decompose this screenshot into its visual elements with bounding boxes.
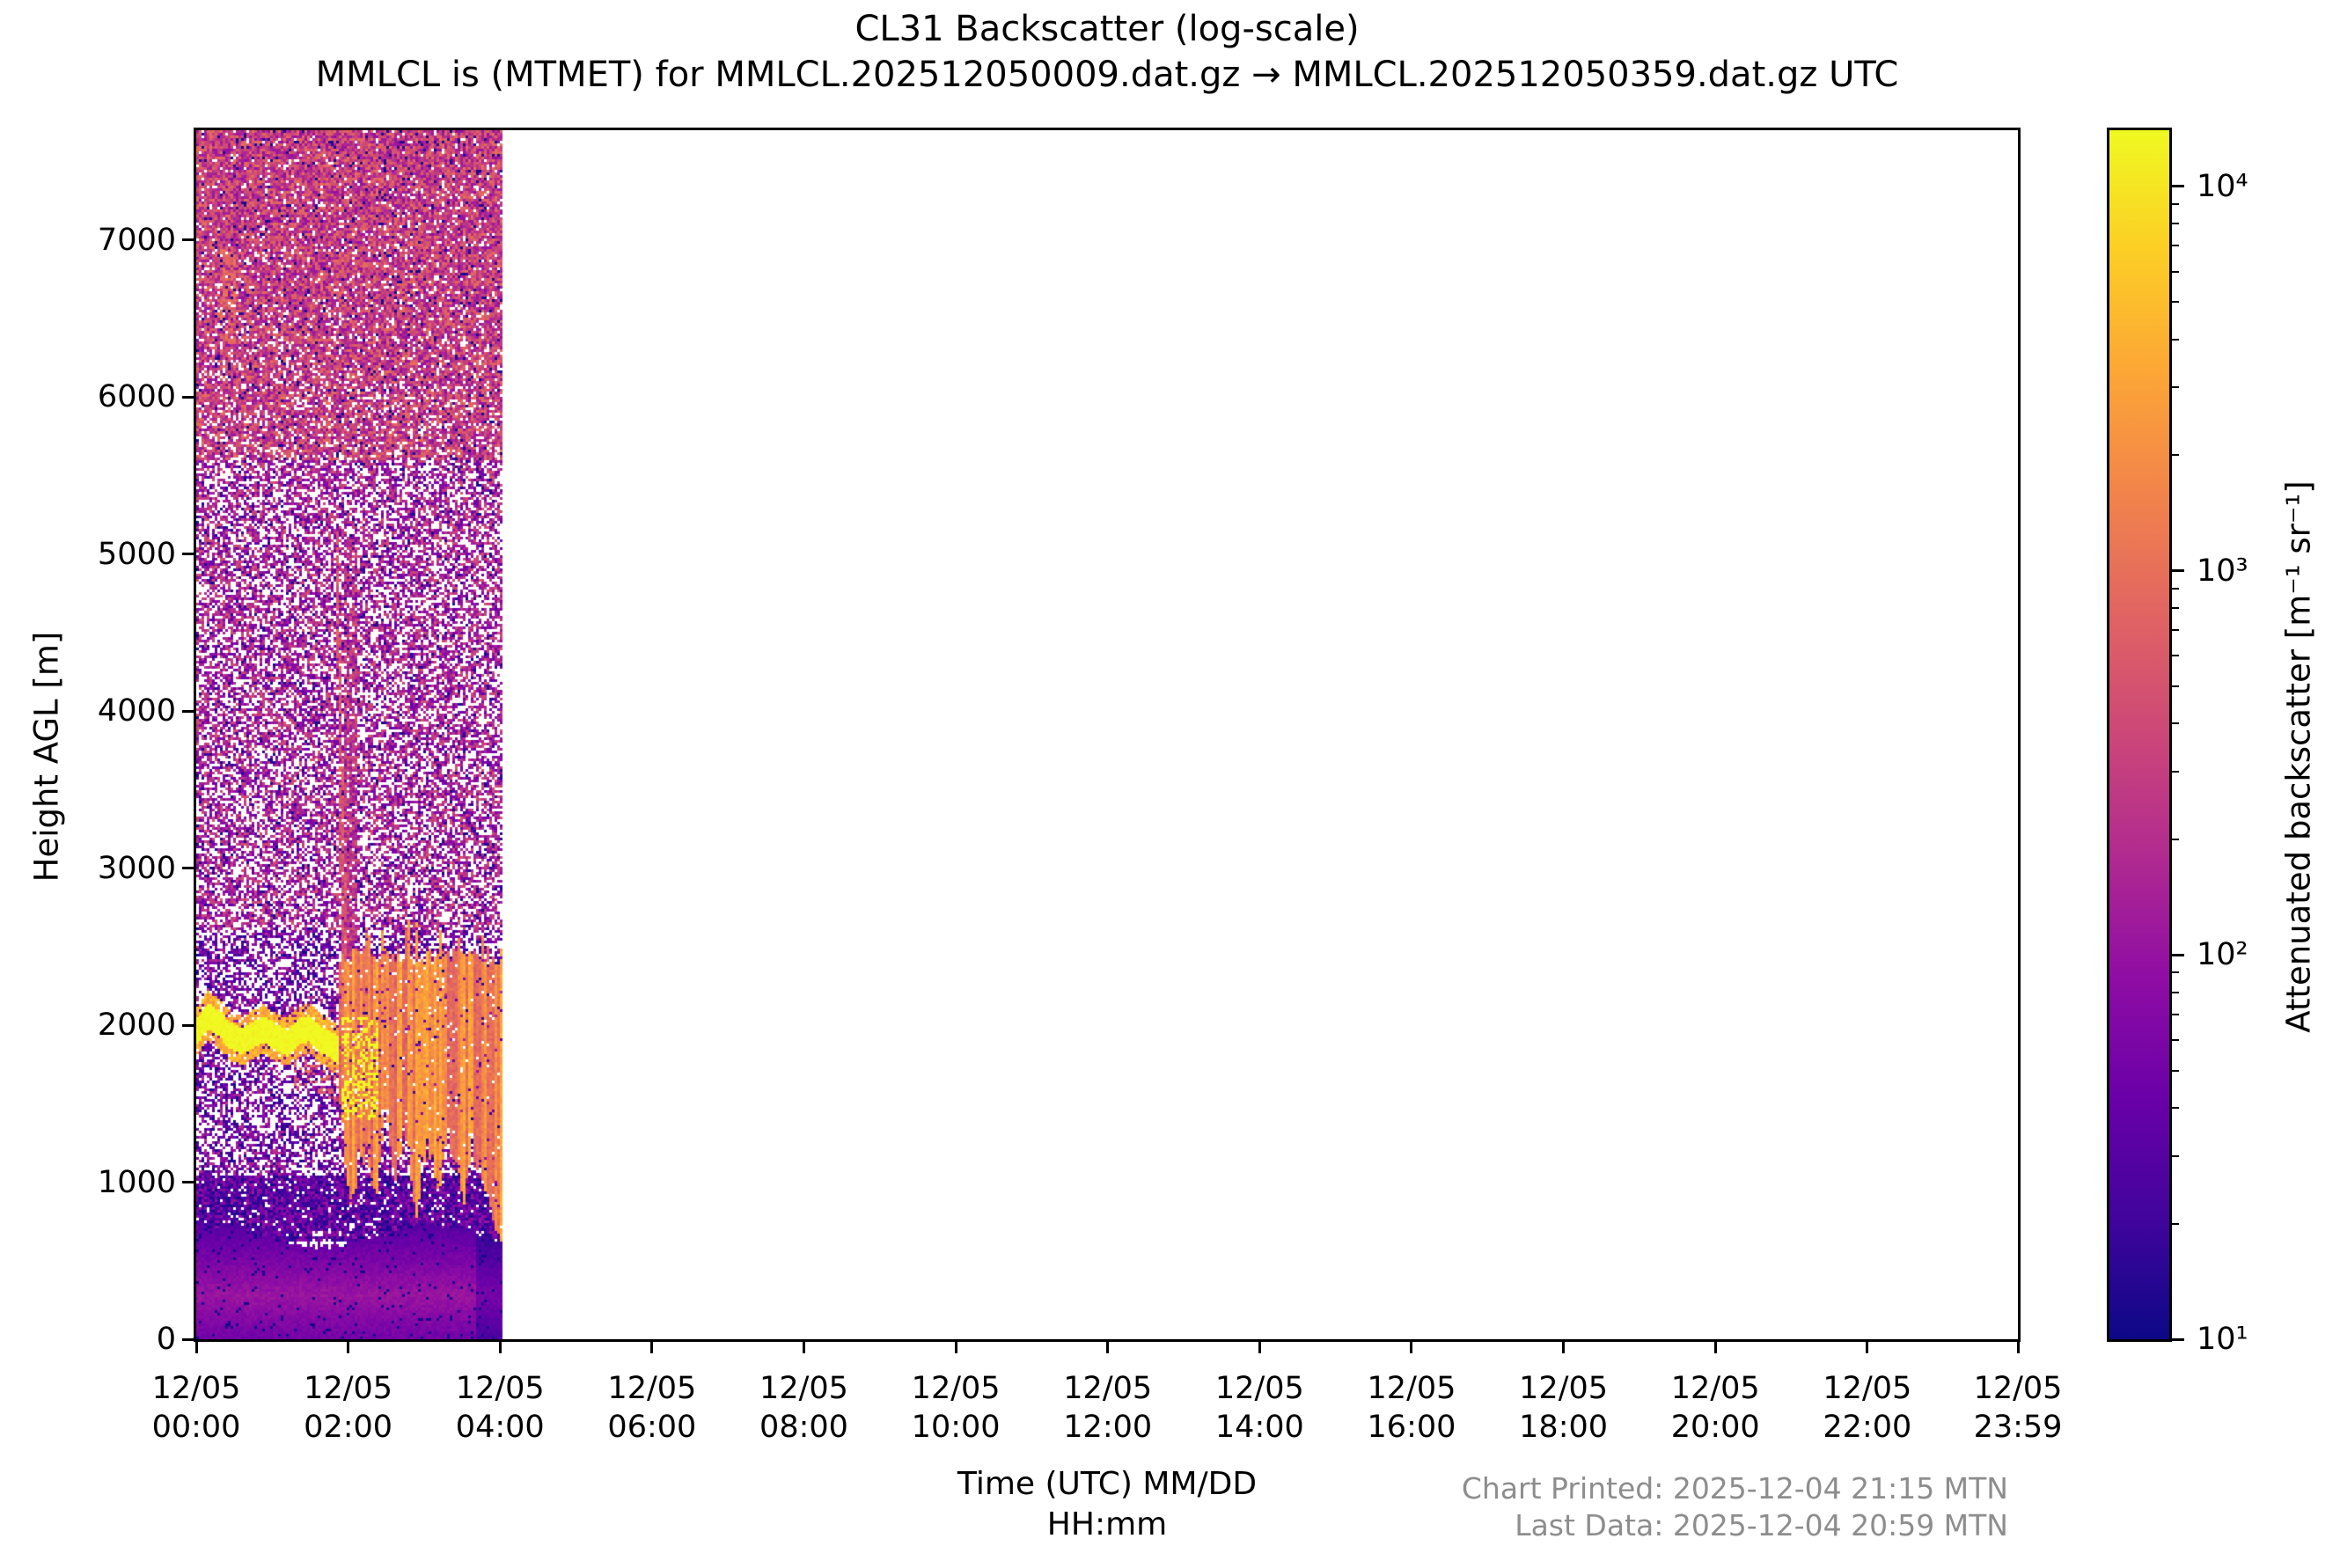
chart-subtitle: MMLCL is (MTMET) for MMLCL.202512050009.… <box>315 55 1899 95</box>
x-tick-label-time: 12:00 <box>1063 1410 1153 1445</box>
colorbar-minor-tick <box>2172 1154 2179 1157</box>
y-axis-tick <box>182 1181 194 1184</box>
x-tick-label-time: 02:00 <box>304 1410 393 1445</box>
x-tick-label-time: 14:00 <box>1214 1410 1304 1445</box>
x-axis-tick <box>194 1342 198 1353</box>
colorbar <box>2107 128 2172 1342</box>
chart-printed-timestamp: Chart Printed: 2025-12-04 21:15 MTN <box>1461 1471 2008 1506</box>
x-tick-label-time: 18:00 <box>1519 1410 1609 1445</box>
y-axis-tick <box>182 709 194 713</box>
colorbar-minor-tick <box>2172 1069 2179 1072</box>
y-tick-label: 2000 <box>97 1007 176 1044</box>
x-tick-label-time: 00:00 <box>151 1410 241 1445</box>
x-tick-label-date: 12/05 <box>1063 1371 1153 1406</box>
y-axis-tick <box>182 1337 194 1341</box>
x-tick-label-date: 12/05 <box>911 1371 1001 1406</box>
x-tick-label-date: 12/05 <box>759 1371 848 1406</box>
y-tick-label: 3000 <box>97 850 176 886</box>
x-axis-tick <box>498 1342 502 1353</box>
colorbar-minor-tick <box>2172 202 2179 205</box>
y-tick-label: 1000 <box>97 1164 176 1200</box>
y-tick-label: 7000 <box>97 222 176 258</box>
colorbar-minor-tick <box>2172 722 2179 725</box>
backscatter-heatmap <box>196 130 2018 1339</box>
x-tick-label-time: 08:00 <box>759 1410 848 1445</box>
colorbar-major-tick <box>2172 1337 2184 1341</box>
x-tick-label-time: 23:59 <box>1973 1410 2063 1445</box>
y-tick-label: 5000 <box>97 536 176 572</box>
x-tick-label-date: 12/05 <box>1823 1371 1912 1406</box>
colorbar-minor-tick <box>2172 606 2179 609</box>
colorbar-tick-label: 10¹ <box>2197 1322 2248 1357</box>
colorbar-tick-label: 10³ <box>2197 553 2248 589</box>
colorbar-label: Attenuated backscatter [m⁻¹ sr⁻¹] <box>2279 480 2318 1033</box>
x-axis-tick <box>650 1342 654 1353</box>
colorbar-minor-tick <box>2172 629 2179 632</box>
x-axis-label-line1: Time (UTC) MM/DD <box>957 1466 1258 1502</box>
colorbar-minor-tick <box>2172 338 2179 341</box>
x-axis-tick <box>802 1342 805 1353</box>
x-tick-label-date: 12/05 <box>151 1371 241 1406</box>
colorbar-major-tick <box>2172 953 2184 956</box>
last-data-timestamp: Last Data: 2025-12-04 20:59 MTN <box>1515 1508 2008 1542</box>
x-tick-label-date: 12/05 <box>1670 1371 1760 1406</box>
colorbar-minor-tick <box>2172 454 2179 457</box>
x-tick-label-time: 16:00 <box>1367 1410 1456 1445</box>
colorbar-minor-tick <box>2172 770 2179 773</box>
x-tick-label-date: 12/05 <box>607 1371 697 1406</box>
x-axis-tick <box>1106 1342 1110 1353</box>
colorbar-tick-label: 10⁴ <box>2197 168 2248 204</box>
colorbar-minor-tick <box>2172 270 2179 273</box>
x-axis-tick <box>1562 1342 1566 1353</box>
x-tick-label-time: 06:00 <box>607 1410 697 1445</box>
x-axis-tick <box>1713 1342 1717 1353</box>
y-axis-tick <box>182 238 194 242</box>
colorbar-minor-tick <box>2172 301 2179 304</box>
y-axis-tick <box>182 553 194 556</box>
x-tick-label-date: 12/05 <box>1367 1371 1456 1406</box>
colorbar-minor-tick <box>2172 991 2179 993</box>
x-axis-tick <box>1410 1342 1413 1353</box>
x-tick-label-time: 22:00 <box>1823 1410 1912 1445</box>
x-axis-tick <box>954 1342 957 1353</box>
colorbar-minor-tick <box>2172 655 2179 657</box>
colorbar-minor-tick <box>2172 1107 2179 1110</box>
colorbar-minor-tick <box>2172 1222 2179 1225</box>
x-tick-label-date: 12/05 <box>304 1371 393 1406</box>
colorbar-minor-tick <box>2172 386 2179 389</box>
x-tick-label-time: 10:00 <box>911 1410 1001 1445</box>
colorbar-minor-tick <box>2172 685 2179 687</box>
colorbar-minor-tick <box>2172 245 2179 247</box>
x-axis-tick <box>2016 1342 2020 1353</box>
colorbar-major-tick <box>2172 185 2184 188</box>
x-tick-label-time: 20:00 <box>1670 1410 1760 1445</box>
x-axis-tick <box>1258 1342 1261 1353</box>
x-tick-label-date: 12/05 <box>1214 1371 1304 1406</box>
colorbar-minor-tick <box>2172 838 2179 840</box>
chart-title: CL31 Backscatter (log-scale) <box>855 9 1360 49</box>
y-tick-label: 0 <box>156 1322 176 1357</box>
x-tick-label-date: 12/05 <box>1519 1371 1609 1406</box>
colorbar-minor-tick <box>2172 971 2179 974</box>
x-axis-label-line2: HH:mm <box>1046 1506 1168 1542</box>
colorbar-minor-tick <box>2172 587 2179 590</box>
colorbar-major-tick <box>2172 569 2184 573</box>
y-axis-tick <box>182 1023 194 1027</box>
y-axis-label: Height AGL [m] <box>27 631 66 883</box>
y-tick-label: 4000 <box>97 693 176 729</box>
x-axis-tick <box>347 1342 350 1353</box>
y-tick-label: 6000 <box>97 379 176 415</box>
colorbar-minor-tick <box>2172 1013 2179 1015</box>
x-axis-tick <box>1866 1342 1869 1353</box>
plot-area <box>194 128 2021 1342</box>
colorbar-minor-tick <box>2172 223 2179 225</box>
x-tick-label-date: 12/05 <box>1973 1371 2063 1406</box>
x-tick-label-date: 12/05 <box>455 1371 545 1406</box>
x-tick-label-time: 04:00 <box>455 1410 545 1445</box>
colorbar-minor-tick <box>2172 1039 2179 1042</box>
y-axis-tick <box>182 867 194 870</box>
colorbar-tick-label: 10² <box>2197 937 2248 973</box>
y-axis-tick <box>182 395 194 399</box>
